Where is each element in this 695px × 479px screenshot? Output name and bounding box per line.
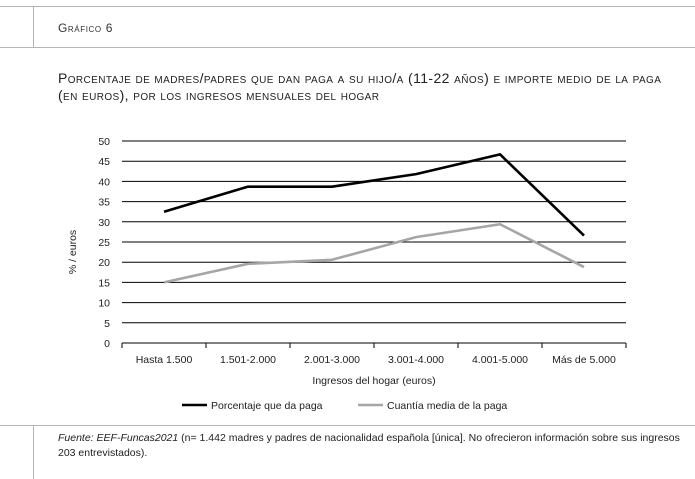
series-lines [163, 153, 585, 284]
y-axis-tick-labels: 0 5 10 15 20 25 30 35 40 45 50 [98, 136, 110, 350]
series-line-1 [163, 153, 585, 237]
x-tick-label: 2.001-3.000 [304, 354, 360, 366]
y-tick-label: 50 [98, 136, 110, 148]
top-rule [0, 6, 695, 7]
source-rule [0, 425, 695, 426]
line-chart: 0 5 10 15 20 25 30 35 40 45 50 Hasta 1.500 1.501-2.… [67, 136, 627, 412]
series-line-2 [163, 222, 585, 284]
x-tick-label: 1.501-2.000 [220, 354, 276, 366]
y-axis-label: % / euros [67, 230, 79, 274]
gridlines [122, 140, 626, 324]
y-tick-label: 5 [104, 318, 110, 330]
y-tick-label: 25 [98, 237, 110, 249]
source-label: Fuente: EEF-Funcas2021 [58, 432, 179, 444]
x-axis-label: Ingresos del hogar (euros) [312, 375, 435, 387]
header-rule [0, 47, 695, 48]
y-tick-label: 35 [98, 197, 110, 209]
y-tick-label: 40 [98, 176, 110, 188]
y-tick-label: 30 [98, 217, 110, 229]
y-tick-label: 0 [104, 338, 110, 350]
legend: Porcentaje que da paga Cuantía media de l… [182, 400, 507, 412]
legend-label: Cuantía media de la paga [387, 400, 507, 412]
source-vertical-rule [33, 425, 34, 479]
figure-label: Gráfico 6 [58, 21, 113, 35]
x-tick-label: Más de 5.000 [552, 354, 616, 366]
x-axis-tick-labels: Hasta 1.500 1.501-2.000 2.001-3.000 3.001-4… [136, 354, 616, 366]
legend-label: Porcentaje que da paga [211, 400, 323, 412]
x-tick-label: 4.001-5.000 [472, 354, 528, 366]
source-note: Fuente: EEF-Funcas2021 (n= 1.442 madres … [58, 431, 690, 461]
y-tick-label: 10 [98, 298, 110, 310]
x-axis-tick-marks [121, 343, 627, 348]
chart-title: Porcentaje de madres/padres que dan paga… [58, 70, 662, 103]
y-tick-label: 45 [98, 156, 110, 168]
y-tick-label: 15 [98, 277, 110, 289]
x-tick-label: Hasta 1.500 [136, 354, 193, 366]
x-tick-label: 3.001-4.000 [388, 354, 444, 366]
left-vertical-rule [33, 6, 34, 47]
y-tick-label: 20 [98, 257, 110, 269]
source-text: (n= 1.442 madres y padres de nacionalida… [58, 432, 680, 459]
